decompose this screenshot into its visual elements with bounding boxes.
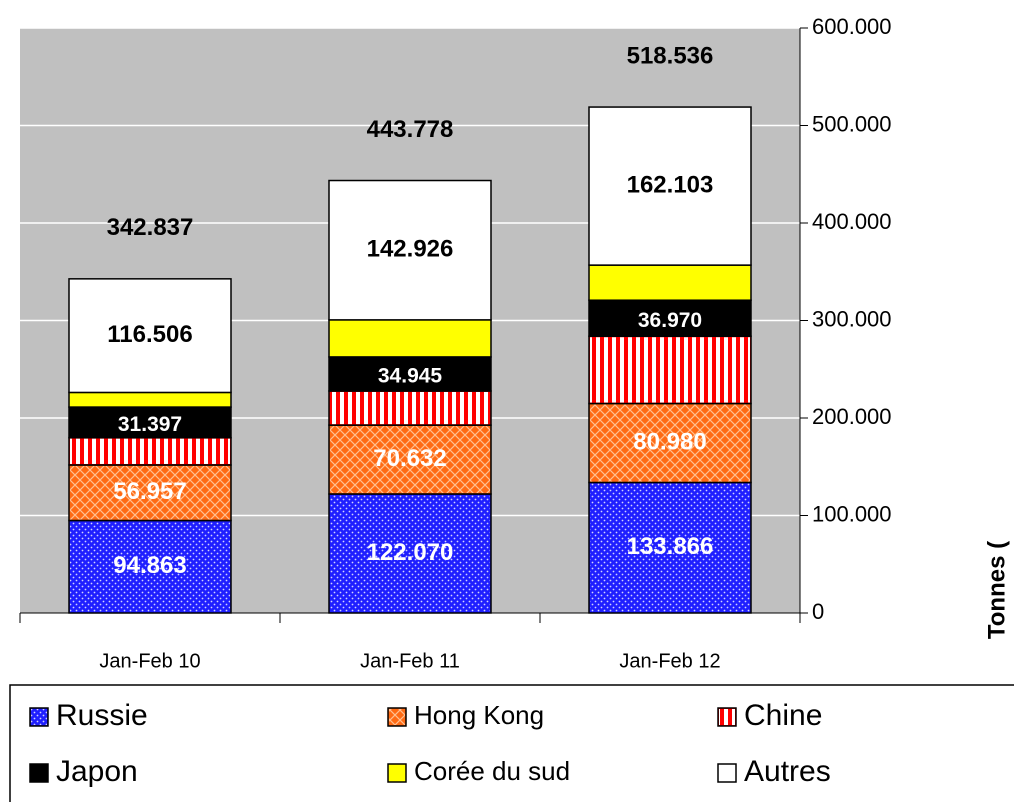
x-tick-label: Jan-Feb 11 xyxy=(360,650,460,672)
total-label: 342.837 xyxy=(107,214,194,241)
legend-swatch xyxy=(717,763,737,783)
x-tick-label: Jan-Feb 12 xyxy=(619,650,720,672)
bar-segment xyxy=(588,299,752,338)
legend-pattern xyxy=(31,709,47,725)
legend-label: Corée du sud xyxy=(414,756,570,786)
bar-pattern xyxy=(330,494,490,612)
data-label: 31.397 xyxy=(118,413,182,436)
bar-pattern xyxy=(590,337,750,403)
y-tick-label: 300.000 xyxy=(812,306,892,331)
y-tick-label: 600.000 xyxy=(812,14,892,39)
data-label: 133.866 xyxy=(627,533,714,560)
x-tick-label: Jan-Feb 10 xyxy=(99,650,200,672)
legend-label: Russie xyxy=(56,699,148,732)
bar-segment xyxy=(328,319,492,358)
y-axis-title: Tonnes ( xyxy=(983,541,1010,639)
data-label: 94.863 xyxy=(113,552,186,579)
y-tick-label: 0 xyxy=(812,599,824,624)
bar-segment xyxy=(588,106,752,266)
data-label: 142.926 xyxy=(367,236,454,263)
bar-pattern xyxy=(590,404,750,482)
total-label: 518.536 xyxy=(627,42,714,69)
data-label: 122.070 xyxy=(367,539,454,566)
bar-pattern xyxy=(70,465,230,520)
data-label: 80.980 xyxy=(633,428,706,455)
bar-segment xyxy=(68,391,232,408)
bar-segment xyxy=(328,356,492,392)
legend-swatch xyxy=(387,763,407,783)
total-label: 443.778 xyxy=(367,116,454,143)
bar-segment xyxy=(68,278,232,394)
data-label: 70.632 xyxy=(373,445,446,472)
bar-pattern xyxy=(590,483,750,612)
legend-pattern xyxy=(389,709,405,725)
bar-segment xyxy=(328,179,492,321)
y-tick-label: 400.000 xyxy=(812,209,892,234)
legend-label: Hong Kong xyxy=(414,700,544,730)
y-tick-label: 500.000 xyxy=(812,111,892,136)
legend-pattern xyxy=(719,709,735,725)
data-label: 116.506 xyxy=(107,321,192,348)
y-tick-label: 100.000 xyxy=(812,501,892,526)
data-label: 34.945 xyxy=(378,365,443,388)
data-label: 56.957 xyxy=(113,478,186,505)
y-tick-label: 200.000 xyxy=(812,404,892,429)
bar-pattern xyxy=(330,426,490,493)
data-label: 162.103 xyxy=(627,171,714,198)
bar-pattern xyxy=(330,391,490,425)
legend-label: Japon xyxy=(56,755,138,788)
bar-pattern xyxy=(70,521,230,612)
bar-segment xyxy=(588,264,752,301)
legend-box xyxy=(9,684,1014,802)
legend-label: Chine xyxy=(744,699,822,732)
bar-segment xyxy=(68,406,232,439)
data-label: 36.970 xyxy=(638,309,702,332)
bar-pattern xyxy=(70,438,230,464)
legend-label: Autres xyxy=(744,755,831,788)
legend-swatch xyxy=(29,763,49,783)
